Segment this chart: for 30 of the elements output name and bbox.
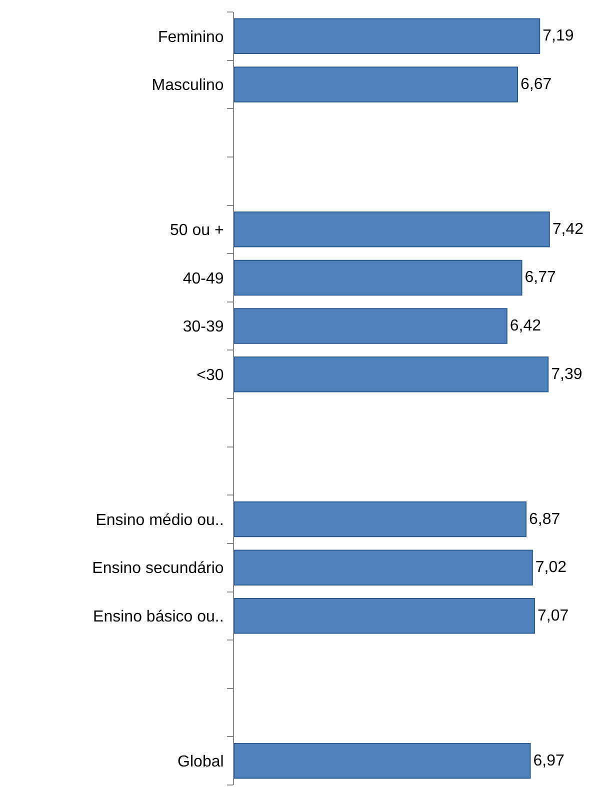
bar (234, 18, 540, 54)
y-tick-label: 40-49 (182, 270, 224, 288)
data-label: 7,42 (552, 220, 584, 238)
y-tick-label: <30 (196, 366, 224, 384)
data-label: 7,19 (542, 28, 574, 45)
y-tick-label: 30-39 (182, 318, 224, 336)
bar (234, 598, 536, 634)
data-label: 6,42 (510, 318, 542, 335)
bar (234, 550, 533, 586)
bar (234, 66, 518, 102)
data-label: 7,39 (551, 366, 582, 383)
data-label: 7,02 (535, 559, 567, 576)
bar (234, 501, 527, 538)
y-tick-label: Ensino médio ou.. (96, 512, 224, 529)
bar (234, 260, 522, 296)
y-tick-label: Ensino secundário (92, 560, 224, 578)
y-tick-label: Ensino básico ou.. (93, 608, 224, 626)
y-tick-label: Global (178, 753, 224, 770)
y-tick-label: Feminino (158, 28, 224, 46)
data-label: 6,77 (524, 269, 556, 286)
data-label: 6,67 (520, 76, 552, 93)
bar (234, 356, 549, 392)
data-label: 6,87 (529, 510, 560, 528)
bar (234, 212, 550, 248)
data-label: 7,07 (538, 607, 569, 624)
data-label: 6,97 (533, 752, 565, 770)
y-tick-label: Masculino (152, 77, 224, 94)
bar (234, 308, 508, 344)
y-tick-label: 50 ou + (170, 222, 224, 240)
bar (234, 742, 531, 779)
